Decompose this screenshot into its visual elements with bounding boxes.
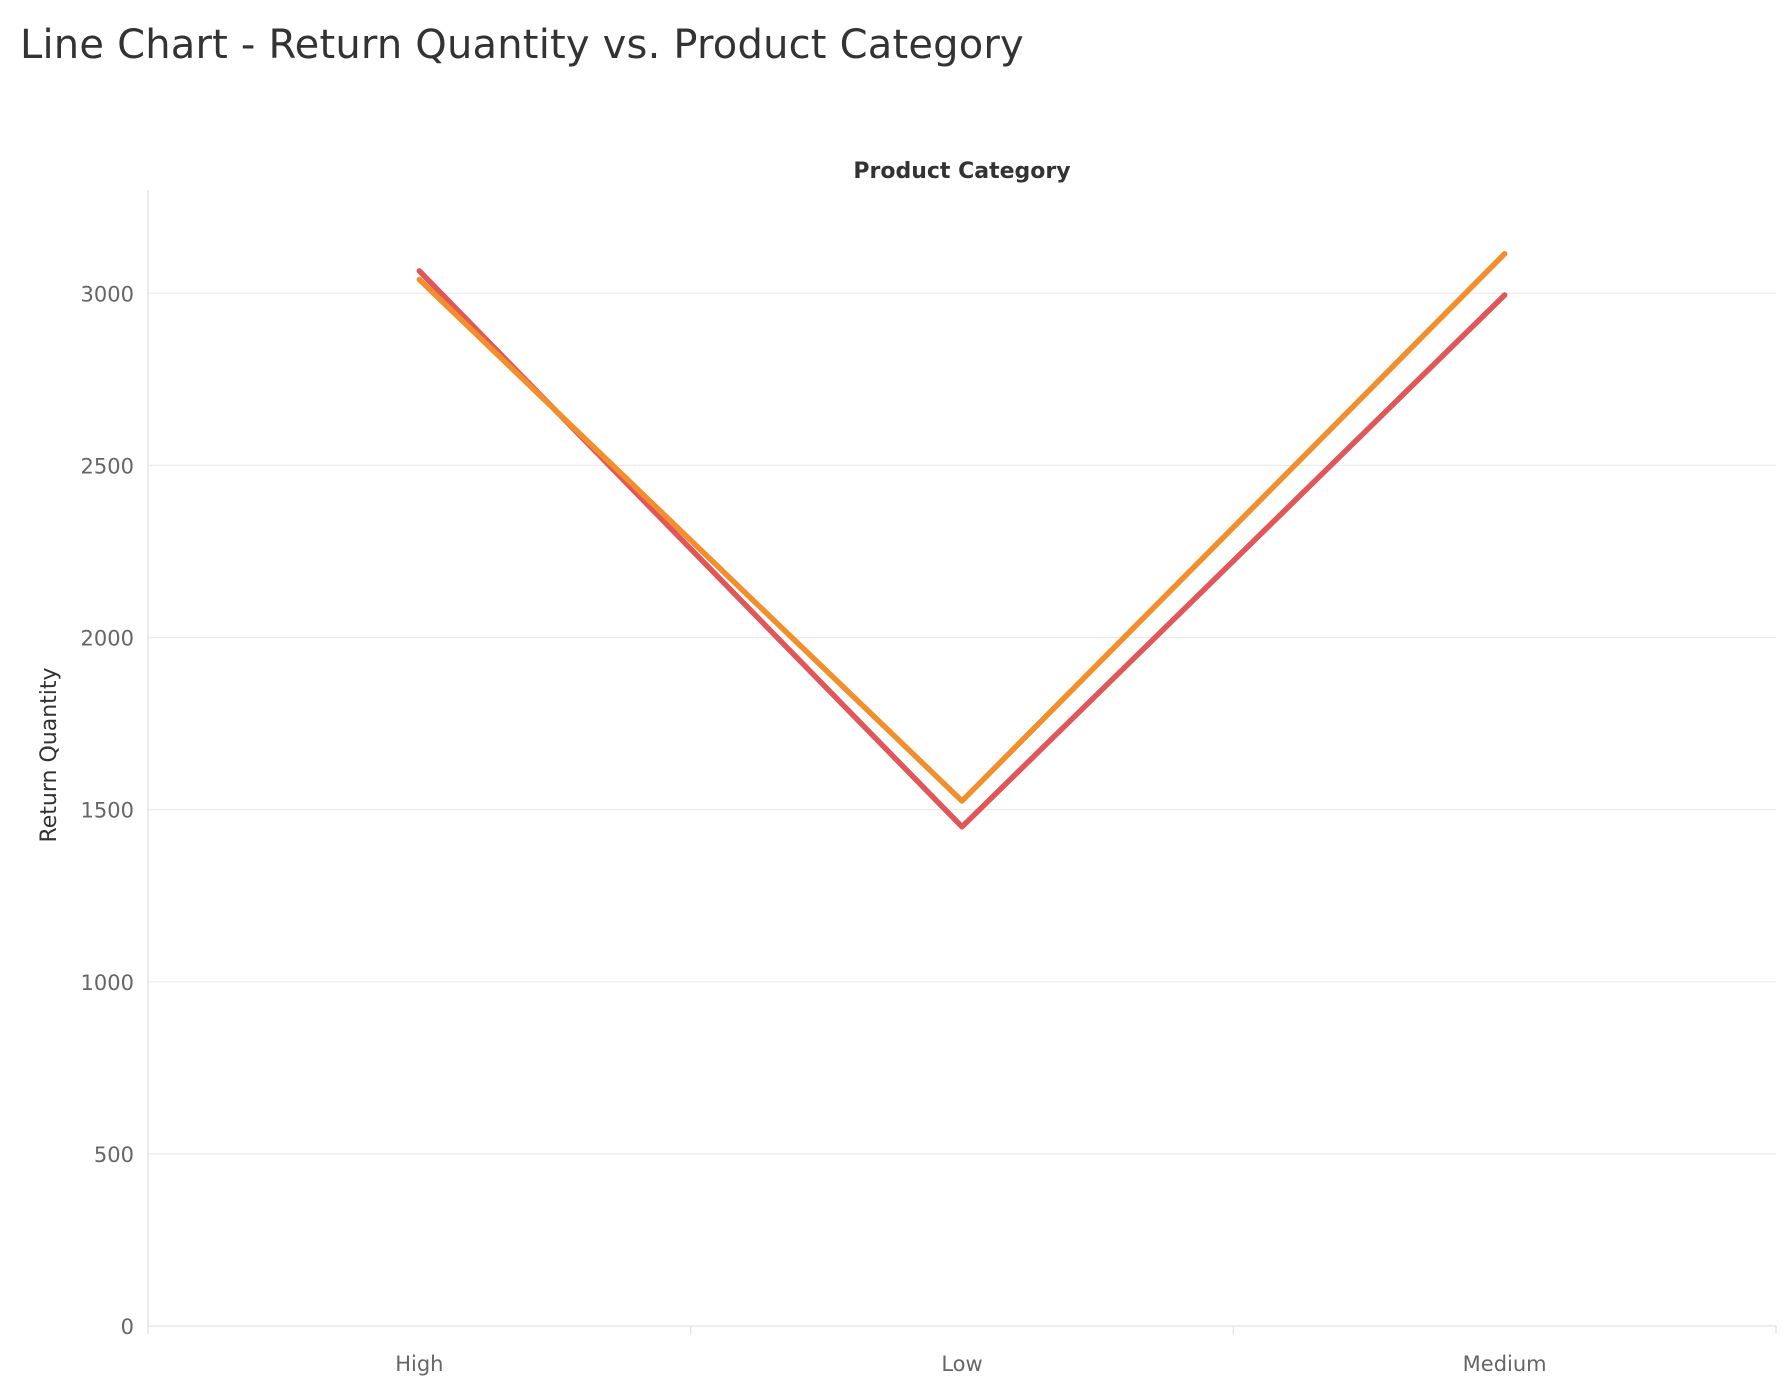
y-tick-label: 2500 <box>81 454 134 478</box>
gridlines <box>148 292 1776 1155</box>
y-axis: 0 500 1000 1500 2000 2500 3000 <box>81 190 149 1339</box>
y-tick-label: 500 <box>94 1143 134 1167</box>
y-axis-title: Return Quantity <box>37 667 62 842</box>
x-tick-label: Low <box>941 1352 982 1376</box>
x-axis: High Low Medium <box>147 1325 1777 1376</box>
x-axis-title: Product Category <box>853 159 1070 184</box>
series-line-1 <box>416 268 1508 830</box>
series-line-2 <box>416 250 1508 804</box>
chart-title: Line Chart - Return Quantity vs. Product… <box>20 22 1024 68</box>
y-tick-label: 0 <box>121 1315 134 1339</box>
x-tick-label: Medium <box>1463 1352 1547 1376</box>
series-lines <box>416 250 1508 830</box>
y-tick-label: 1000 <box>81 971 134 995</box>
x-tick-label: High <box>395 1352 443 1376</box>
y-tick-label: 3000 <box>81 282 134 306</box>
y-tick-label: 2000 <box>81 627 134 651</box>
y-tick-label: 1500 <box>81 799 134 823</box>
